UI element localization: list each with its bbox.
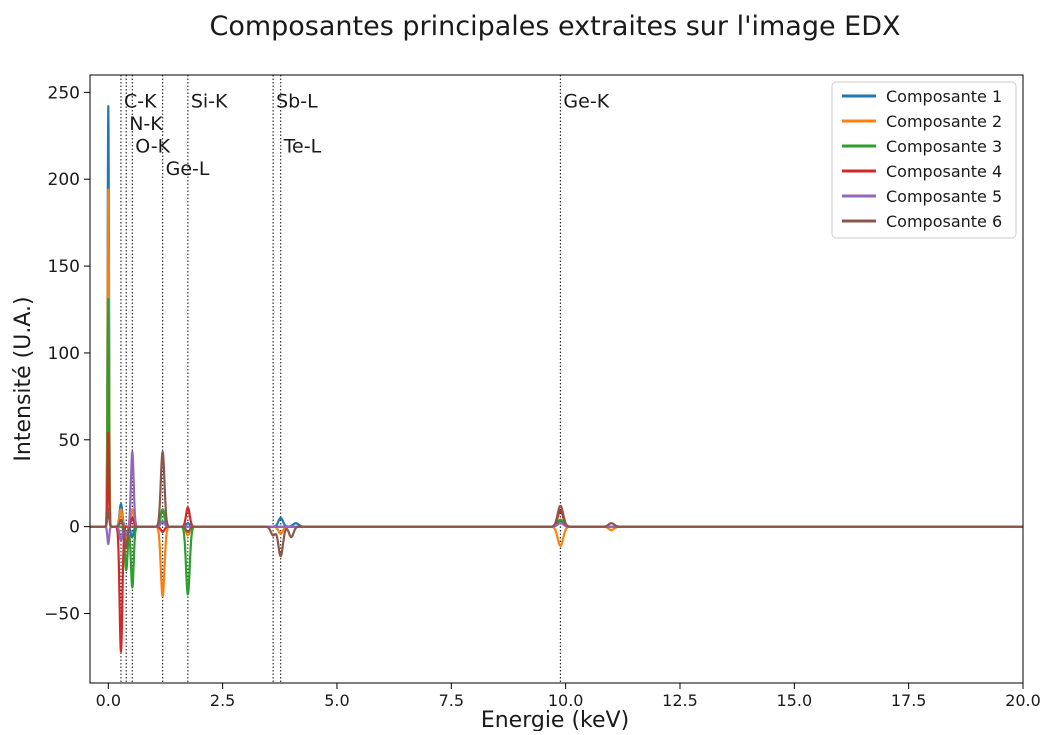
x-tick-label: 0.0 (96, 691, 121, 710)
x-tick-label: 17.5 (891, 691, 927, 710)
y-tick-label: 0 (69, 518, 80, 538)
x-tick-label: 12.5 (662, 691, 698, 710)
x-tick-label: 20.0 (1005, 691, 1041, 710)
reference-label: O-K (135, 135, 170, 157)
legend-box (831, 81, 1017, 239)
axes: 0.0 2.5 5.0 7.5 10.0 12.5 15.0 17.5 20.0 −50 0 50 10… (44, 83, 1041, 710)
x-tick-label: 2.5 (210, 691, 235, 710)
chart-title: Composantes principales extraites sur l'… (209, 11, 900, 42)
reference-label: N-K (129, 113, 163, 135)
legend-label: Composante 5 (886, 187, 1002, 206)
legend-label: Composante 1 (886, 87, 1002, 106)
reference-label: C-K (124, 90, 157, 112)
plot-area: C-KN-KO-KGe-L Si-K Sb-L Te-L Ge-K (90, 75, 1023, 683)
series-line-3 (90, 297, 1023, 596)
y-tick-label: 50 (58, 431, 80, 451)
y-axis-label: Intensité (U.A.) (11, 296, 36, 461)
y-tick-label: 200 (48, 170, 80, 190)
x-tick-label: 5.0 (324, 691, 349, 710)
y-tick-label: −50 (44, 605, 80, 625)
legend-label: Composante 4 (886, 162, 1002, 181)
reference-label: Ge-K (563, 90, 609, 112)
reference-label: Si-K (191, 90, 228, 112)
legend-label: Composante 2 (886, 112, 1002, 131)
x-tick-label: 10.0 (548, 691, 584, 710)
legend-label: Composante 6 (886, 212, 1002, 231)
series-line-4 (90, 431, 1023, 653)
x-axis-label: Energie (keV) (481, 708, 629, 731)
series-line-2 (90, 188, 1023, 598)
y-tick-label: 250 (48, 83, 80, 103)
reference-label: Sb-L (276, 90, 318, 112)
reference-label: Ge-L (166, 158, 210, 180)
reference-label: Te-L (283, 135, 322, 157)
legend-label: Composante 3 (886, 137, 1002, 156)
x-tick-label: 15.0 (777, 691, 813, 710)
series-line-6 (90, 450, 1023, 558)
plot-frame (89, 74, 1024, 684)
x-tick-label: 7.5 (439, 691, 464, 710)
y-tick-label: 150 (48, 257, 80, 277)
y-tick-label: 100 (48, 344, 80, 364)
legend: Composante 1 Composante 2 Composante 3 Comp… (831, 81, 1017, 239)
